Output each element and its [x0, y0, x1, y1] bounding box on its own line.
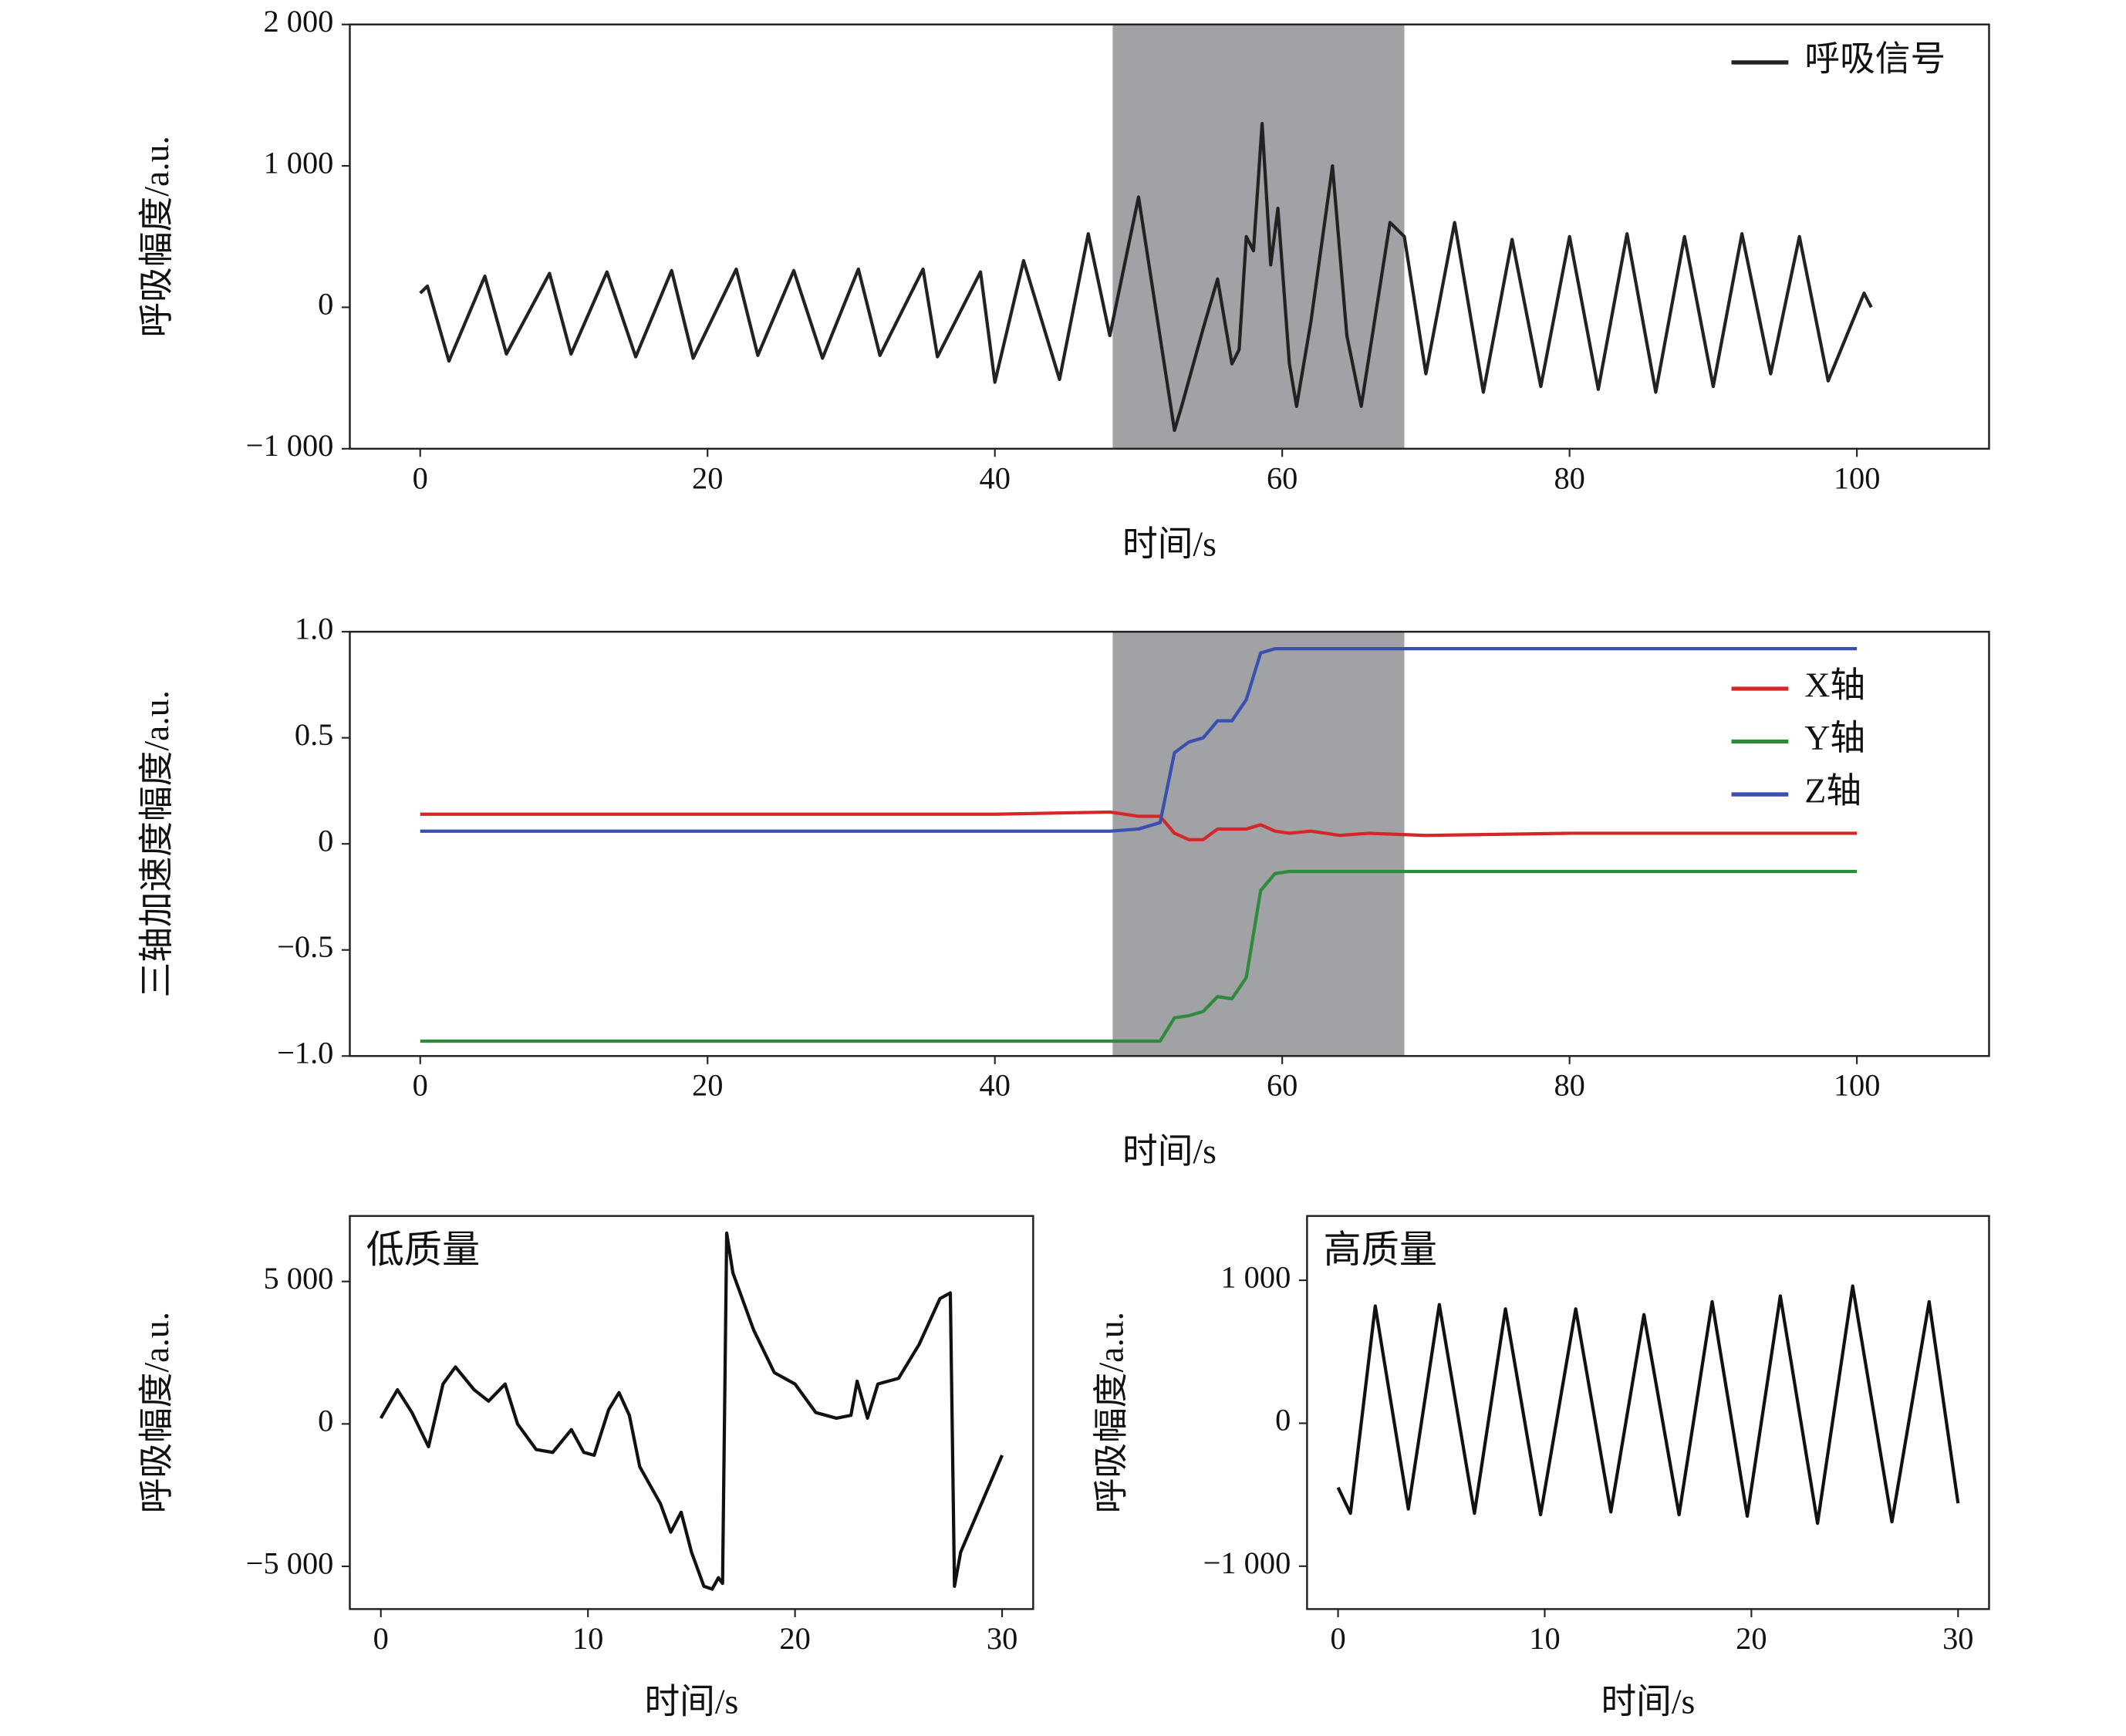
legend-label: Z轴	[1804, 771, 1861, 811]
x-tick-label: 10	[572, 1621, 603, 1656]
y-tick-label: 0	[318, 1404, 333, 1438]
y-tick-label: 0	[318, 287, 333, 322]
x-tick-label: 80	[1554, 460, 1584, 495]
data-line	[379, 1231, 1004, 1591]
subplot: 0 20 40 60 80 100 −1.0 −0.5 0 0.5 1.0 时间/s 三轴加速度幅度/a…	[137, 611, 1990, 1171]
y-tick-label: −1.0	[277, 1036, 333, 1070]
x-tick-label: 10	[1529, 1621, 1560, 1656]
y-tick-label: 2 000	[263, 4, 333, 39]
x-tick-label: 20	[692, 460, 723, 495]
y-tick-label: −5 000	[246, 1546, 334, 1580]
y-tick-label: 0.5	[295, 717, 334, 752]
legend-label: 呼吸信号	[1804, 39, 1945, 78]
plot-frame	[349, 1215, 1034, 1610]
y-tick-label: 1 000	[1220, 1259, 1291, 1294]
y-tick-label: 1 000	[263, 145, 333, 180]
data-line	[420, 810, 1858, 841]
y-tick-label: −1 000	[246, 428, 334, 463]
panel-annotation: 低质量	[366, 1229, 481, 1271]
y-tick-label: 0	[318, 823, 333, 858]
x-axis-label: 时间/s	[1122, 524, 1217, 564]
highlight-span	[1112, 632, 1405, 1057]
plot-frame	[1306, 1215, 1990, 1610]
y-tick-label: 5 000	[263, 1261, 333, 1296]
subplot: 0 20 40 60 80 100 −1 000 0 1 000 2 000 时间/s 呼吸幅度/a.…	[137, 4, 1990, 564]
x-tick-label: 100	[1834, 1068, 1881, 1103]
x-tick-label: 20	[1736, 1621, 1767, 1656]
x-tick-label: 40	[979, 1068, 1010, 1103]
subplot: 0 10 20 30 −1 000 0 1 000 时间/s 呼吸幅度/a.u. 高质量	[1091, 1215, 1990, 1721]
x-tick-label: 0	[413, 460, 428, 495]
legend-label: Y轴	[1804, 718, 1865, 757]
legend-label: X轴	[1804, 665, 1865, 704]
x-tick-label: 100	[1834, 460, 1881, 495]
x-tick-label: 30	[1942, 1621, 1973, 1656]
panel-annotation: 高质量	[1323, 1229, 1437, 1271]
y-tick-label: 1.0	[295, 611, 334, 646]
y-tick-label: −1 000	[1203, 1546, 1291, 1580]
x-tick-label: 60	[1267, 460, 1298, 495]
y-tick-label: 0	[1275, 1403, 1291, 1438]
y-axis-label: 呼吸幅度/a.u.	[137, 136, 176, 337]
subplot: 0 10 20 30 −5 000 0 5 000 时间/s 呼吸幅度/a.u. 低质量	[137, 1215, 1034, 1721]
data-line	[419, 121, 1873, 433]
data-line	[420, 869, 1858, 1043]
x-tick-label: 0	[413, 1068, 428, 1103]
y-tick-label: −0.5	[277, 929, 333, 964]
x-tick-label: 80	[1554, 1068, 1584, 1103]
y-axis-label: 呼吸幅度/a.u.	[1091, 1312, 1130, 1513]
plot-frame	[349, 23, 1990, 450]
data-line	[420, 647, 1858, 833]
x-tick-label: 30	[987, 1621, 1017, 1656]
highlight-span	[1112, 24, 1405, 449]
y-axis-label: 三轴加速度幅度/a.u.	[137, 690, 176, 997]
x-tick-label: 0	[373, 1621, 389, 1656]
x-axis-label: 时间/s	[1122, 1131, 1217, 1171]
x-tick-label: 0	[1330, 1621, 1345, 1656]
x-tick-label: 20	[779, 1621, 810, 1656]
data-line	[1336, 1284, 1960, 1525]
y-axis-label: 呼吸幅度/a.u.	[137, 1312, 176, 1513]
x-tick-label: 40	[979, 460, 1010, 495]
x-tick-label: 20	[692, 1068, 723, 1103]
x-tick-label: 60	[1267, 1068, 1298, 1103]
x-axis-label: 时间/s	[644, 1682, 738, 1721]
x-axis-label: 时间/s	[1601, 1682, 1695, 1721]
